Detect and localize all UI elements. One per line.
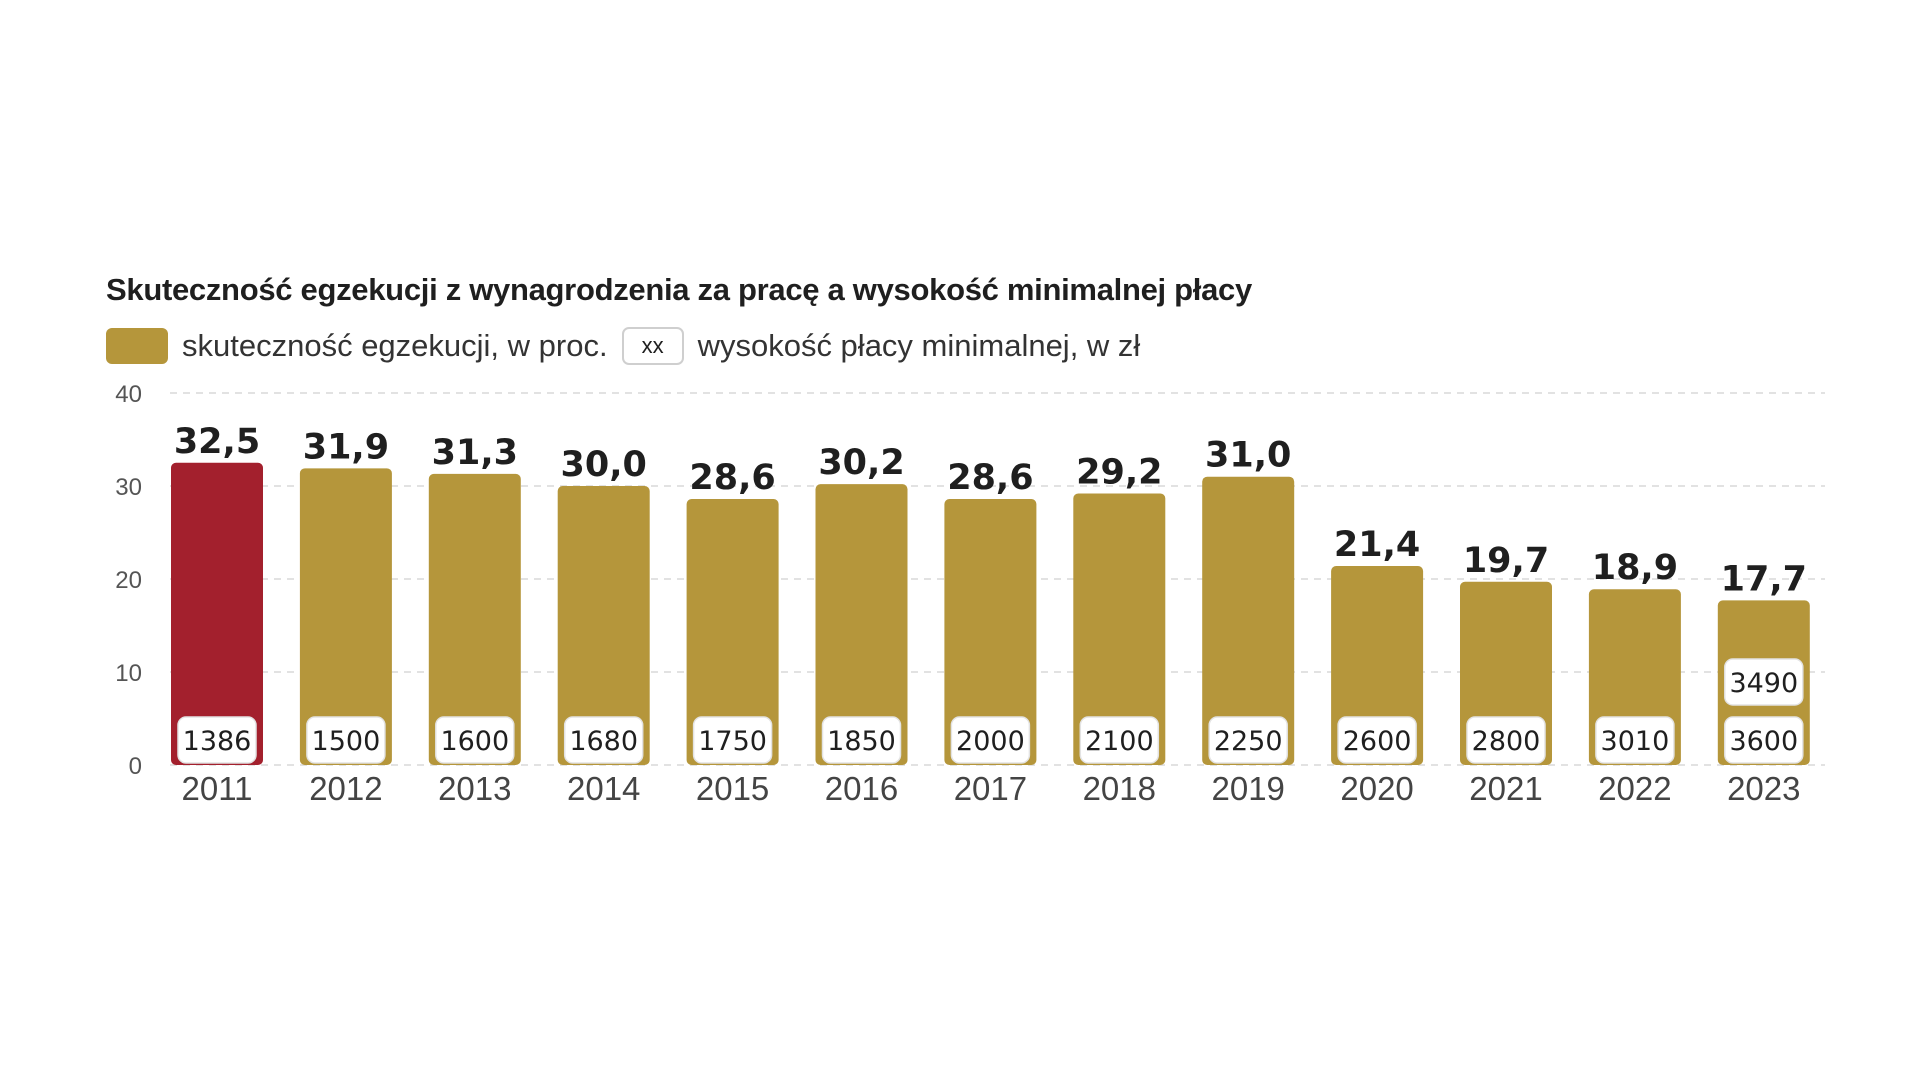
- bar-2011: [171, 462, 263, 765]
- bar-2019: [1202, 476, 1295, 765]
- wage-label: 2000: [956, 726, 1025, 757]
- y-tick-label: 30: [115, 474, 142, 501]
- x-tick-label: 2013: [438, 770, 511, 807]
- y-tick-label: 10: [115, 660, 142, 687]
- y-tick-label: 40: [115, 381, 142, 408]
- bar-2018: [1073, 493, 1166, 765]
- x-tick-label: 2018: [1083, 770, 1156, 807]
- wage-box: [1595, 716, 1675, 764]
- wage-label: 1600: [440, 726, 509, 757]
- x-tick-label: 2022: [1598, 770, 1671, 807]
- chart-title: Skuteczność egzekucji z wynagrodzenia za…: [106, 272, 1252, 307]
- x-tick-label: 2016: [825, 770, 898, 807]
- legend-label-wage: wysokość płacy minimalnej, w zł: [697, 328, 1141, 363]
- wage-box: [306, 716, 386, 764]
- value-label: 19,7: [1463, 541, 1549, 581]
- bar-2013: [428, 473, 521, 765]
- wage-box: [821, 716, 902, 764]
- y-tick-label: 20: [115, 567, 142, 594]
- bar-2015: [686, 499, 779, 765]
- wage-label: 2250: [1214, 726, 1283, 757]
- legend-label-efficiency: skuteczność egzekucji, w proc.: [182, 328, 608, 363]
- wage-box: [435, 716, 515, 764]
- wage-box: [1466, 716, 1546, 764]
- value-label: 29,2: [1076, 452, 1162, 492]
- wage-box: [1724, 716, 1804, 764]
- chart-legend: skuteczność egzekucji, w proc. xx wysoko…: [106, 326, 1140, 366]
- wage-label: 1850: [827, 726, 896, 757]
- wage-label: 1386: [183, 726, 252, 757]
- bar-2014: [557, 486, 650, 765]
- wage-label: 3490: [1729, 668, 1798, 699]
- value-label: 21,4: [1334, 525, 1420, 565]
- wage-label: 1500: [312, 726, 381, 757]
- legend-box-wage: xx: [621, 327, 684, 365]
- x-tick-label: 2021: [1469, 770, 1542, 807]
- bar-2012: [299, 468, 392, 765]
- wage-box: [950, 716, 1031, 764]
- value-label: 31,9: [303, 427, 389, 467]
- wage-label: 1750: [698, 726, 767, 757]
- x-tick-label: 2011: [182, 770, 253, 807]
- wage-label: 3010: [1601, 726, 1670, 757]
- x-tick-label: 2017: [954, 770, 1027, 807]
- x-tick-label: 2012: [309, 770, 382, 807]
- bar-2020: [1331, 565, 1424, 765]
- value-label: 31,0: [1205, 436, 1291, 476]
- wage-box: [1079, 716, 1160, 764]
- wage-label: 3600: [1729, 726, 1798, 757]
- x-tick-label: 2019: [1211, 770, 1284, 807]
- value-label: 17,7: [1721, 559, 1807, 599]
- wage-box: [692, 716, 773, 764]
- bar-2017: [944, 499, 1037, 765]
- wage-box: [177, 716, 257, 764]
- wage-box: [1724, 658, 1804, 706]
- value-label: 30,0: [561, 445, 647, 485]
- wage-label: 1680: [569, 726, 638, 757]
- value-label: 28,6: [689, 458, 775, 498]
- wage-label: 2800: [1472, 726, 1541, 757]
- value-label: 28,6: [947, 458, 1033, 498]
- bar-2016: [815, 484, 908, 765]
- x-tick-label: 2014: [567, 770, 640, 807]
- value-label: 32,5: [174, 422, 260, 462]
- value-label: 18,9: [1592, 548, 1678, 588]
- x-tick-label: 2020: [1340, 770, 1413, 807]
- x-tick-label: 2015: [696, 770, 769, 807]
- wage-box: [1337, 716, 1417, 764]
- value-label: 30,2: [818, 443, 904, 483]
- wage-label: 2100: [1085, 726, 1154, 757]
- y-tick-label: 0: [129, 753, 142, 780]
- wage-box: [563, 716, 644, 764]
- legend-swatch-efficiency: [106, 328, 168, 364]
- value-label: 31,3: [432, 433, 518, 473]
- wage-label: 2600: [1343, 726, 1412, 757]
- x-tick-label: 2023: [1727, 770, 1800, 807]
- wage-box: [1208, 716, 1288, 764]
